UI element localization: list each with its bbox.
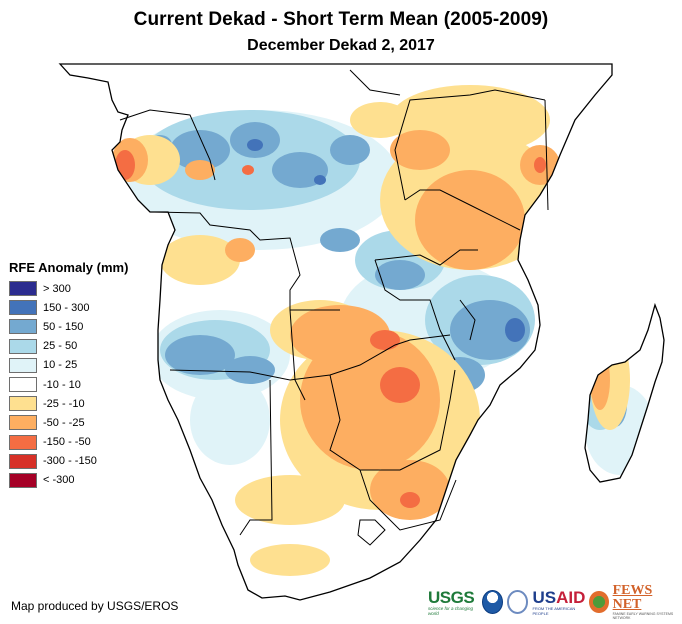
legend-item: -150 - -50 [9,433,128,452]
legend-items: > 300 150 - 300 50 - 150 25 - 50 10 - 25 -10 … [9,279,128,490]
fews-logo: FEWS NET FAMINE EARLY WARNING SYSTEMS NE… [612,583,682,621]
legend-label: > 300 [43,282,71,295]
legend-swatch [9,338,37,354]
legend-swatch [9,396,37,412]
usgs-logo: USGS science for a changing world [428,589,478,616]
usaid-word-us: US [532,587,557,607]
legend: RFE Anomaly (mm) > 300 150 - 300 50 - 150 2… [9,260,128,490]
legend-swatch [9,300,37,316]
legend-label: -25 - -10 [43,397,85,410]
legend-label: -10 - 10 [43,378,81,391]
legend-item: 150 - 300 [9,298,128,317]
legend-swatch [9,281,37,297]
legend-label: 10 - 25 [43,359,78,372]
legend-label: 150 - 300 [43,301,90,314]
legend-label: 25 - 50 [43,340,78,353]
usgs-tagline: science for a changing world [428,605,474,616]
credit-text: Map produced by USGS/EROS [11,599,179,613]
legend-label: -300 - -150 [43,455,97,468]
usaid-logo: USAID FROM THE AMERICAN PEOPLE [532,589,585,616]
legend-swatch [9,453,37,469]
fews-globe-icon [589,591,609,613]
map-subtitle: December Dekad 2, 2017 [247,37,435,54]
legend-label: -150 - -50 [43,436,91,449]
legend-swatch [9,415,37,431]
legend-swatch [9,434,37,450]
legend-swatch [9,319,37,335]
legend-item: -25 - -10 [9,394,128,413]
legend-item: -10 - 10 [9,375,128,394]
legend-swatch [9,377,37,393]
legend-item: 10 - 25 [9,356,128,375]
legend-item: > 300 [9,279,128,298]
legend-swatch [9,357,37,373]
legend-item: -300 - -150 [9,452,128,471]
usaid-tagline: FROM THE AMERICAN PEOPLE [532,605,576,616]
legend-swatch [9,472,37,488]
noaa-logo-icon [481,590,504,614]
map-title: Current Dekad - Short Term Mean (2005-20… [133,9,549,30]
legend-label: -50 - -25 [43,416,85,429]
legend-label: 50 - 150 [43,320,84,333]
legend-title: RFE Anomaly (mm) [9,260,129,275]
usaid-seal-icon [507,590,529,614]
legend-item: < -300 [9,471,128,490]
legend-item: -50 - -25 [9,413,128,432]
usgs-wordmark: USGS [428,587,475,607]
usaid-word-aid: AID [556,587,586,607]
legend-label: < -300 [43,474,75,487]
legend-item: 25 - 50 [9,337,128,356]
legend-item: 50 - 150 [9,317,128,336]
partner-logos: USGS science for a changing world USAID … [428,583,682,621]
fews-wordmark: FEWS NET [612,583,653,612]
country-borders [119,69,549,546]
fews-tagline: FAMINE EARLY WARNING SYSTEMS NETWORK [612,612,674,620]
